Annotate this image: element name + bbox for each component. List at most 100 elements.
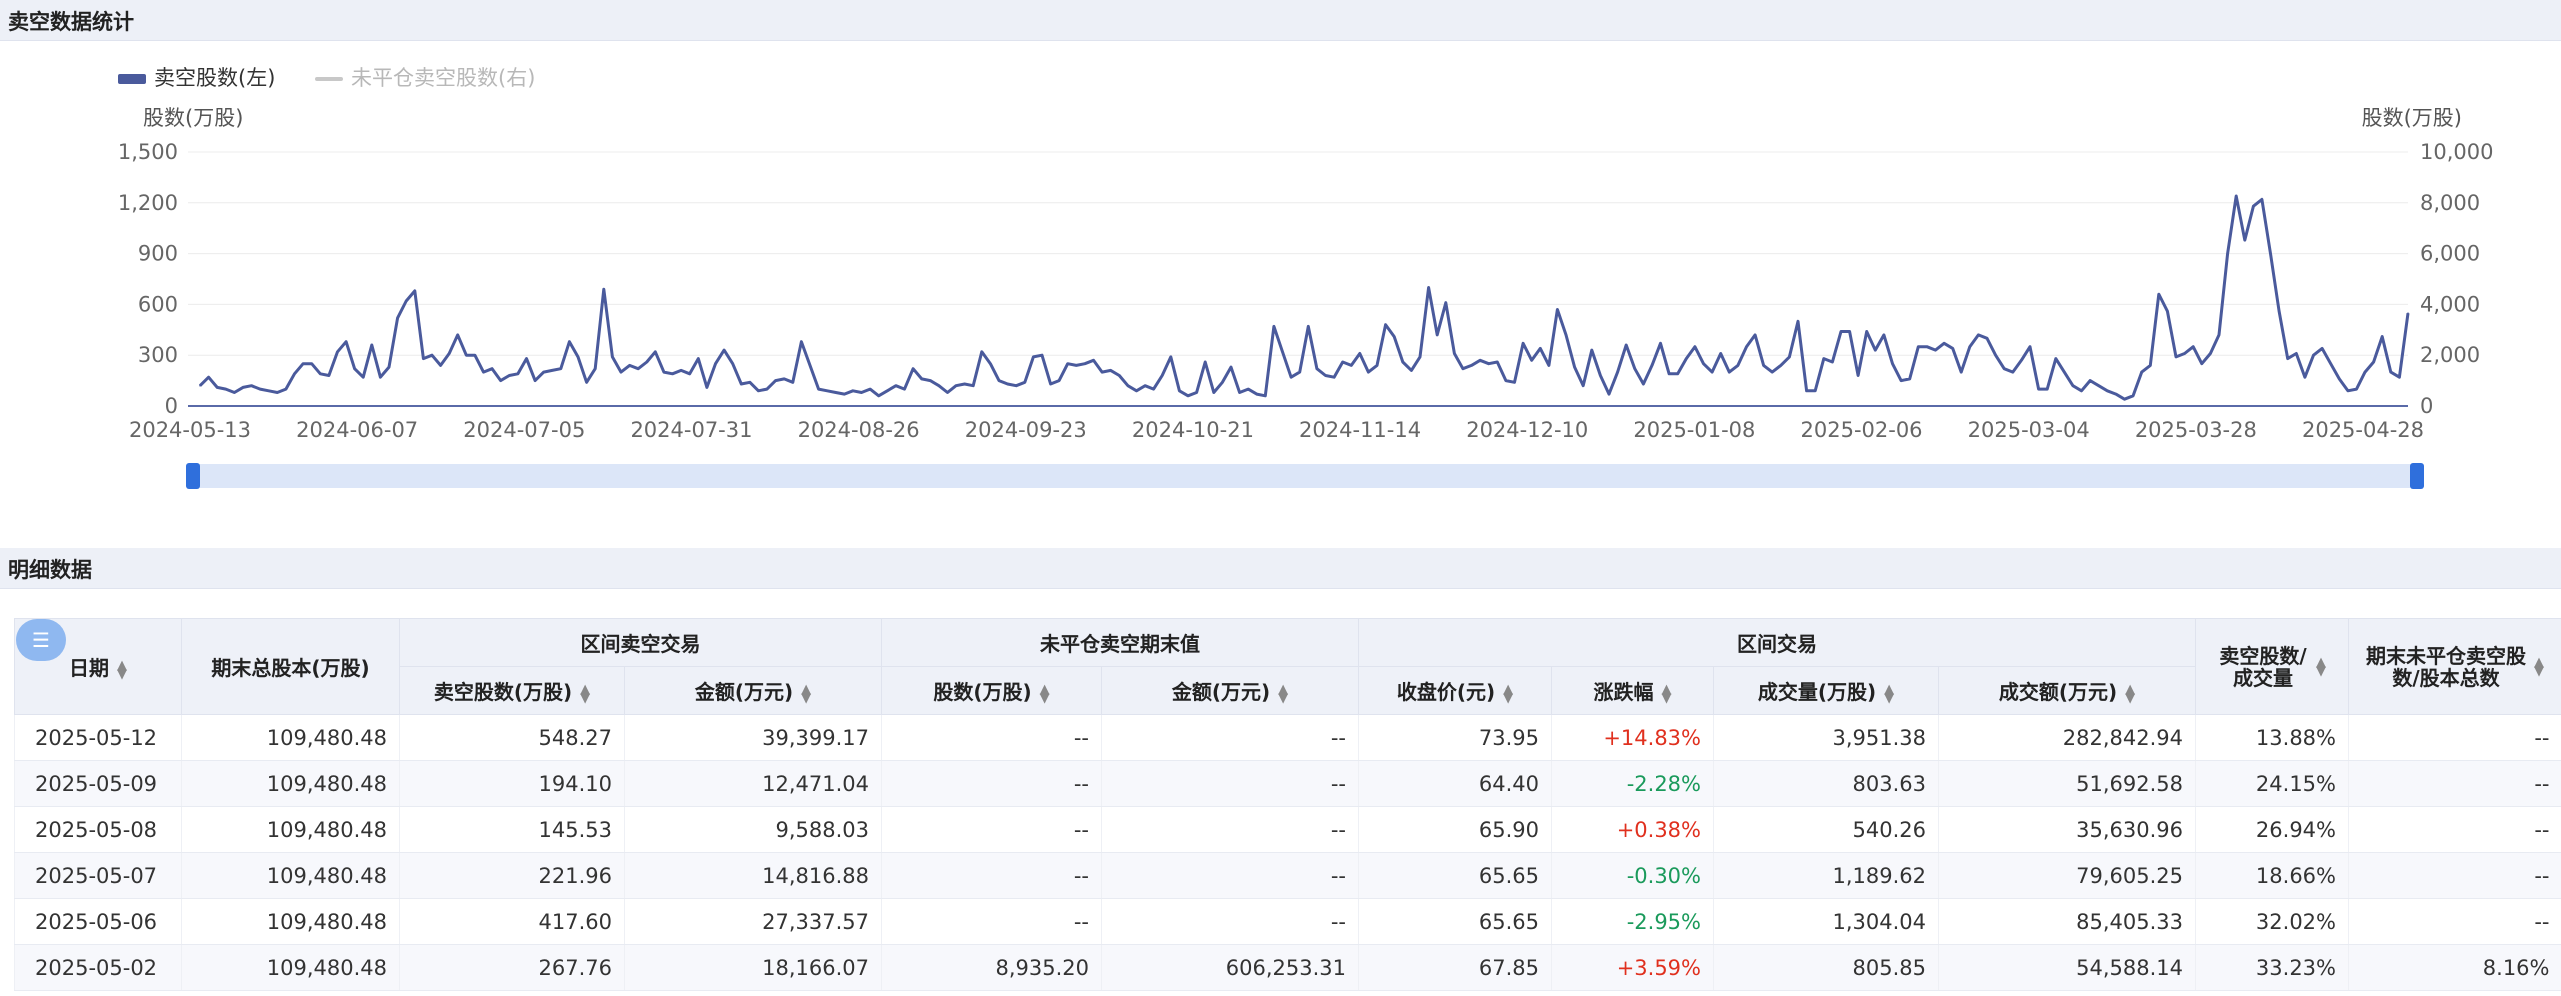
filter-toggle-button[interactable]: ☰ [16, 619, 66, 661]
data-point [731, 362, 734, 365]
data-point [1616, 371, 1619, 373]
zoom-slider-handle-left[interactable] [186, 463, 200, 489]
data-point [1015, 384, 1017, 387]
data-point [2020, 359, 2023, 362]
data-point [517, 373, 519, 375]
data-point [2355, 388, 2358, 390]
data-point [1195, 391, 1198, 394]
data-point [2278, 310, 2280, 313]
sort-icon[interactable]: ▲ ▼ [2534, 654, 2544, 679]
data-point [1591, 349, 1593, 351]
data-point [817, 388, 820, 390]
data-point [345, 340, 347, 343]
data-point [1823, 357, 1825, 360]
sort-icon[interactable]: ▲ ▼ [1884, 681, 1895, 706]
data-point [1213, 391, 1215, 394]
cell-volume: 540.26 [1713, 806, 1939, 853]
sort-icon[interactable]: ▲ ▼ [1039, 681, 1050, 706]
cell-date: 2025-05-07 [14, 852, 182, 899]
cell-close: 73.95 [1358, 714, 1552, 761]
data-point [1041, 354, 1043, 357]
col-header-short-ratio[interactable]: 卖空股数/成交量▲ ▼ [2195, 618, 2349, 715]
table-row[interactable]: 2025-05-12 109,480.48 548.27 39,399.17 -- -- 7… [14, 714, 2561, 761]
cell-date: 2025-05-06 [14, 898, 182, 945]
data-point [242, 386, 244, 389]
cell-volume: 1,189.62 [1713, 852, 1939, 899]
cell-change: -2.95% [1551, 898, 1714, 945]
sort-icon[interactable]: ▲ ▼ [1278, 681, 1289, 706]
cell-open-amount: -- [1101, 898, 1359, 945]
data-point [860, 391, 863, 394]
table-row[interactable]: 2025-05-06 109,480.48 417.60 27,337.57 -- -- 6… [14, 898, 2561, 945]
data-point [2295, 352, 2298, 355]
data-point [663, 371, 665, 373]
col-header-short-amount[interactable]: 金额(万元) ▲ ▼ [624, 666, 882, 715]
data-point [697, 357, 700, 360]
legend-label: 未平仓卖空股数(右) [351, 66, 536, 90]
data-point [2390, 371, 2392, 373]
data-point [2304, 376, 2306, 379]
group-header-open-short: 未平仓卖空期末值 [881, 618, 1359, 667]
cell-date: 2025-05-08 [14, 806, 182, 853]
cell-short-shares: 267.76 [399, 944, 625, 991]
sort-icon[interactable]: ▲ ▼ [2125, 681, 2136, 706]
cell-open-shares: 8,935.20 [881, 944, 1102, 991]
data-point [568, 340, 571, 343]
table-row[interactable]: 2025-05-07 109,480.48 221.96 14,816.88 -- -- 6… [14, 852, 2561, 899]
sort-icon[interactable]: ▲ ▼ [1661, 681, 1672, 706]
cell-change: -0.30% [1551, 852, 1714, 899]
data-point [1230, 366, 1232, 368]
sort-icon[interactable]: ▲ ▼ [2316, 654, 2326, 679]
col-header-close[interactable]: 收盘价(元) ▲ ▼ [1358, 666, 1552, 715]
data-point [2244, 239, 2246, 241]
table-row[interactable]: 2025-05-02 109,480.48 267.76 18,166.07 8,935… [14, 944, 2561, 991]
data-point [2407, 312, 2409, 315]
col-header-turnover[interactable]: 成交额(万元) ▲ ▼ [1938, 666, 2196, 715]
col-header-open-ratio[interactable]: 期末未平仓卖空股数/股本总数▲ ▼ [2348, 618, 2561, 715]
col-header-open-shares[interactable]: 股数(万股) ▲ ▼ [881, 666, 1102, 715]
col-header-change[interactable]: 涨跌幅 ▲ ▼ [1551, 666, 1714, 715]
y-tick-left: 300 [138, 343, 178, 367]
sort-icon[interactable]: ▲ ▼ [801, 681, 812, 706]
legend-item-short-shares[interactable]: 卖空股数(左) [118, 62, 275, 92]
col-header-short-shares[interactable]: 卖空股数(万股) ▲ ▼ [399, 666, 625, 715]
data-point [723, 349, 725, 351]
data-point [465, 354, 468, 357]
zoom-slider-handle-right[interactable] [2410, 463, 2424, 489]
data-point [1548, 364, 1550, 367]
data-point [414, 290, 416, 292]
data-point [1470, 364, 1473, 367]
data-point [1573, 366, 1576, 368]
table-row[interactable]: 2025-05-08 109,480.48 145.53 9,588.03 -- -- 65… [14, 806, 2561, 853]
data-point [938, 384, 940, 387]
data-point [843, 393, 846, 395]
data-point [1359, 352, 1361, 355]
data-point [474, 354, 476, 357]
col-header-volume[interactable]: 成交量(万股) ▲ ▼ [1713, 666, 1939, 715]
section-title: 明细数据 [8, 558, 92, 582]
cell-volume: 1,304.04 [1713, 898, 1939, 945]
data-point [1831, 361, 1834, 363]
data-point [2037, 388, 2040, 390]
data-point [1384, 323, 1387, 326]
sort-icon[interactable]: ▲ ▼ [1503, 681, 1514, 706]
data-point [1599, 374, 1602, 377]
data-point [783, 378, 785, 380]
data-point [1281, 351, 1284, 353]
cell-open-ratio: 8.16% [2348, 944, 2561, 991]
cell-short-ratio: 32.02% [2195, 898, 2349, 945]
sort-icon[interactable]: ▲ ▼ [580, 681, 591, 706]
data-point [2089, 379, 2091, 382]
data-point [2364, 371, 2366, 373]
sort-icon[interactable]: ▲ ▼ [117, 657, 127, 682]
table-row[interactable]: 2025-05-09 109,480.48 194.10 12,471.04 -- -- 6… [14, 760, 2561, 807]
data-point [1479, 359, 1481, 362]
col-header-open-amount[interactable]: 金额(万元) ▲ ▼ [1101, 666, 1359, 715]
x-tick-label: 2024-11-14 [1299, 418, 1421, 442]
data-point [2012, 371, 2014, 373]
legend-item-open-short[interactable]: 未平仓卖空股数(右) [315, 62, 535, 92]
data-point [1376, 364, 1378, 367]
cell-date: 2025-05-12 [14, 714, 182, 761]
data-point [1333, 376, 1335, 379]
data-point [1788, 356, 1791, 358]
